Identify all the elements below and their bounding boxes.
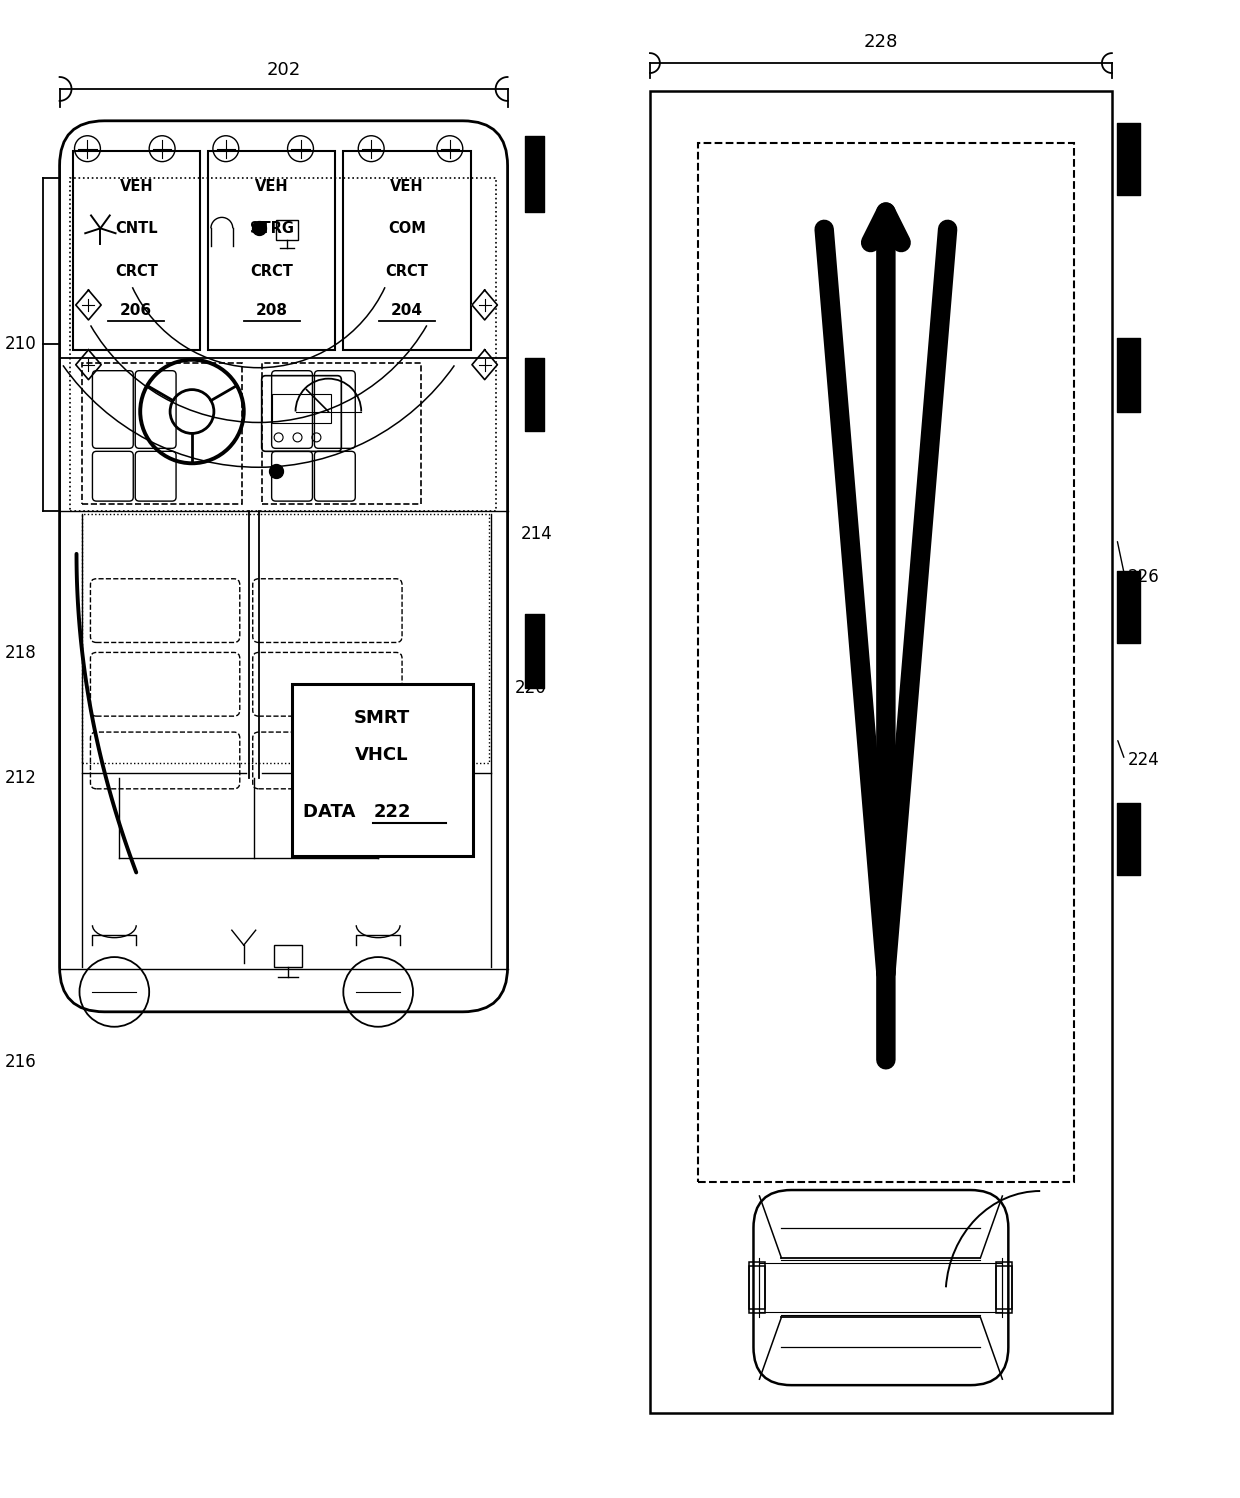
Bar <box>997 1261 1012 1309</box>
Text: 206: 206 <box>120 303 153 318</box>
Bar <box>997 1266 1012 1314</box>
Text: 226: 226 <box>1128 568 1159 586</box>
Text: DATA: DATA <box>304 803 362 821</box>
Text: SMRT: SMRT <box>353 709 410 727</box>
Bar <box>262 363 420 505</box>
Bar <box>72 151 200 351</box>
Bar <box>343 151 471 351</box>
Bar <box>83 514 489 762</box>
Text: 220: 220 <box>515 679 547 697</box>
Bar <box>69 178 496 511</box>
Bar <box>759 1263 1002 1312</box>
Text: VEH: VEH <box>255 178 289 193</box>
Text: 224: 224 <box>1128 750 1159 768</box>
Bar <box>272 394 331 424</box>
Polygon shape <box>472 351 497 379</box>
Text: VEH: VEH <box>391 178 424 193</box>
Bar <box>650 91 1112 1413</box>
Text: CNTL: CNTL <box>115 222 157 237</box>
Text: COM: COM <box>388 222 427 237</box>
Text: VEH: VEH <box>119 178 153 193</box>
Text: 204: 204 <box>391 303 423 318</box>
Bar <box>83 363 242 505</box>
Text: 228: 228 <box>864 33 898 51</box>
Polygon shape <box>472 291 497 321</box>
Text: 218: 218 <box>5 644 37 662</box>
Text: 216: 216 <box>5 1053 37 1071</box>
Bar <box>275 220 298 240</box>
Text: 212: 212 <box>5 768 37 786</box>
Bar <box>291 685 472 855</box>
Bar <box>749 1266 765 1314</box>
Text: STRG: STRG <box>249 222 294 237</box>
Text: VHCL: VHCL <box>356 746 409 764</box>
Bar <box>698 142 1074 1182</box>
Text: 214: 214 <box>521 524 552 542</box>
Text: 222: 222 <box>373 803 410 821</box>
Polygon shape <box>76 291 102 321</box>
Text: CRCT: CRCT <box>386 264 429 279</box>
Text: CRCT: CRCT <box>250 264 293 279</box>
Bar <box>749 1261 765 1309</box>
Text: 210: 210 <box>5 336 37 354</box>
Text: 202: 202 <box>267 61 301 79</box>
Text: CRCT: CRCT <box>115 264 157 279</box>
Bar <box>274 945 301 968</box>
Polygon shape <box>76 351 102 379</box>
Text: 208: 208 <box>255 303 288 318</box>
Bar <box>208 151 335 351</box>
